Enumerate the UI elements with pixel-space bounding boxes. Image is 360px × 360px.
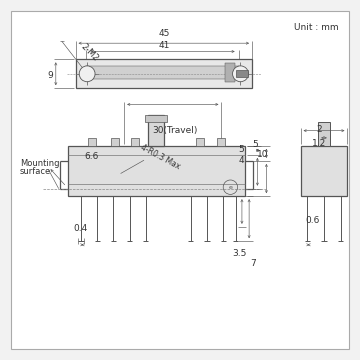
Text: 0.6: 0.6 xyxy=(305,216,320,225)
Bar xyxy=(196,138,204,146)
Text: 10: 10 xyxy=(257,150,269,159)
Text: 5: 5 xyxy=(239,145,244,154)
Bar xyxy=(145,115,167,122)
Bar xyxy=(111,138,119,146)
Text: 7: 7 xyxy=(250,259,256,268)
Text: 30(Travel): 30(Travel) xyxy=(152,126,197,135)
Circle shape xyxy=(233,66,248,82)
Circle shape xyxy=(79,66,95,82)
Bar xyxy=(148,115,164,146)
Text: 5: 5 xyxy=(252,140,258,149)
Bar xyxy=(217,138,225,146)
Bar xyxy=(88,138,96,146)
Text: surface: surface xyxy=(20,166,51,176)
Text: Unit : mm: Unit : mm xyxy=(294,23,338,32)
Bar xyxy=(236,70,248,77)
Bar xyxy=(225,63,235,82)
Text: 0.4: 0.4 xyxy=(74,224,88,233)
Text: 1.2: 1.2 xyxy=(312,139,326,148)
Bar xyxy=(318,122,330,146)
Text: 3.5: 3.5 xyxy=(232,249,247,258)
Text: 41: 41 xyxy=(158,41,170,50)
Bar xyxy=(68,146,245,196)
Text: 4: 4 xyxy=(239,156,244,165)
Text: e: e xyxy=(229,185,232,190)
Text: 2: 2 xyxy=(316,125,322,134)
Bar xyxy=(301,146,347,196)
Text: 9: 9 xyxy=(48,71,53,80)
Bar xyxy=(86,66,239,79)
Text: 4-R0.3 Max: 4-R0.3 Max xyxy=(139,143,181,171)
Text: 6.6: 6.6 xyxy=(85,152,99,161)
Bar xyxy=(131,138,139,146)
Text: 2-M2: 2-M2 xyxy=(79,42,100,63)
Bar xyxy=(76,59,252,88)
Text: Mounting: Mounting xyxy=(20,159,59,168)
Text: 45: 45 xyxy=(158,29,170,38)
